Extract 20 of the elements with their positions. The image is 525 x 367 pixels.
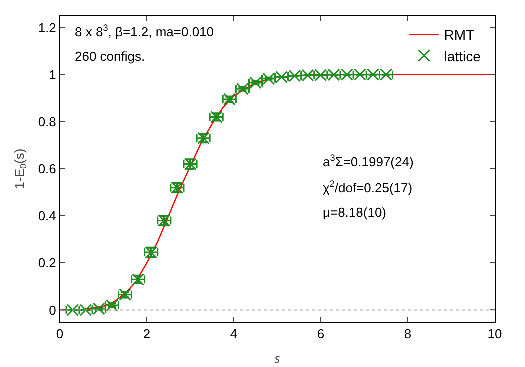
y-tick-label: 0	[49, 302, 56, 318]
annotation: μ=8.18(10)	[323, 205, 387, 220]
y-tick-label: 0.2	[38, 256, 56, 271]
y-tick-label: 0.8	[38, 114, 56, 130]
x-axis-title: s	[274, 352, 281, 367]
annotation: a$^{3}$Σ=0.1997(24)	[323, 153, 414, 170]
x-tick-label: 4	[230, 326, 238, 342]
annotation: 8 x 8$^{3}$, β=1.2, ma=0.010	[75, 23, 214, 40]
x-tick-label: 2	[143, 326, 151, 342]
y-tick-label: 0.4	[38, 208, 56, 224]
legend-label: RMT	[444, 27, 476, 44]
y-tick-label: 0.6	[38, 162, 56, 177]
x-tick-label: 8	[404, 326, 412, 342]
annotation: 260 configs.	[75, 49, 146, 64]
x-tick-label: 6	[317, 326, 325, 342]
x-tick-label: 10	[488, 326, 502, 342]
legend-label: lattice	[444, 48, 482, 64]
y-tick-label: 1.2	[38, 20, 56, 36]
annotation: χ$^{2}$/dof=0.25(17)	[323, 179, 413, 196]
y-tick-label: 1	[49, 67, 56, 82]
